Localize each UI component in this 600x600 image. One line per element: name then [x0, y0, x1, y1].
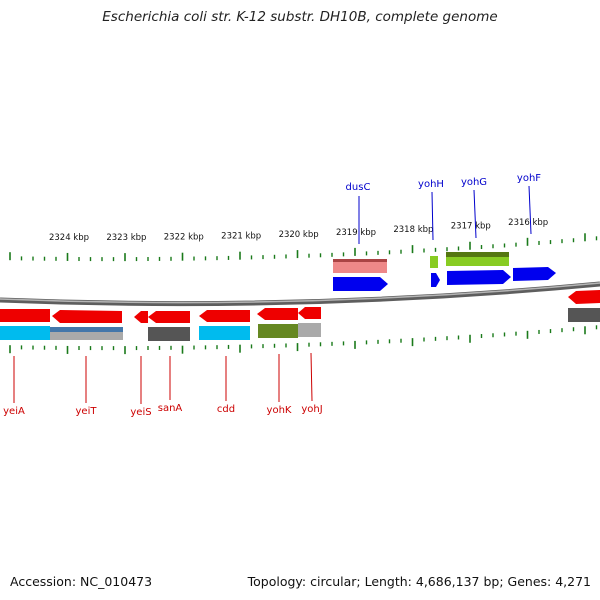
- scale-label: 2316 kbp: [508, 218, 548, 228]
- gene-label-yohF[interactable]: yohF: [517, 173, 541, 184]
- gene-label-yeiS[interactable]: yeiS: [130, 407, 151, 418]
- gene-label-yeiA[interactable]: yeiA: [3, 406, 25, 417]
- cog-bar[interactable]: [430, 256, 438, 268]
- gene-label-cdd[interactable]: cdd: [217, 404, 235, 415]
- gene-label-yohJ[interactable]: yohJ: [301, 404, 322, 415]
- gene-arrow-dusC[interactable]: [333, 277, 388, 291]
- gene-arrow-yeiA[interactable]: [0, 309, 50, 322]
- topology-text: Topology: circular; Length: 4,686,137 bp…: [247, 574, 591, 589]
- gene-arrow-yeiT[interactable]: [52, 310, 122, 323]
- gene-arrow-yohF[interactable]: [513, 267, 556, 281]
- reverse-strand-features: yeiA yeiT yeiS sanA cdd yohK yohJ: [0, 290, 600, 418]
- cog-bar[interactable]: [333, 259, 387, 273]
- scale-label: 2318 kbp: [393, 225, 433, 235]
- cog-bar[interactable]: [148, 327, 190, 341]
- cog-bar[interactable]: [199, 326, 250, 340]
- gene-arrow-right-edge[interactable]: [568, 290, 600, 304]
- scale-label: 2322 kbp: [164, 233, 204, 243]
- gene-arrow-yohH[interactable]: [431, 273, 440, 287]
- scale-label: 2323 kbp: [106, 233, 146, 243]
- scale-ticks-top: [9, 233, 598, 262]
- gene-label-dusC[interactable]: dusC: [346, 182, 371, 193]
- accession-text: Accession: NC_010473: [10, 574, 153, 589]
- cog-bar[interactable]: [298, 323, 321, 337]
- gene-arrow-yeiS[interactable]: [134, 311, 148, 323]
- genome-title: Escherichia coli str. K-12 substr. DH10B…: [102, 9, 498, 25]
- cog-bar[interactable]: [258, 324, 298, 338]
- cog-bar[interactable]: [0, 326, 50, 340]
- gene-arrow-yohJ[interactable]: [298, 307, 321, 319]
- scale-labels: 2324 kbp 2323 kbp 2322 kbp 2321 kbp 2320 kbp…: [49, 218, 548, 243]
- scale-label: 2324 kbp: [49, 233, 89, 243]
- scale-label: 2317 kbp: [451, 222, 491, 232]
- scale-label: 2319 kbp: [336, 228, 376, 238]
- gene-arrow-yohK[interactable]: [257, 308, 298, 320]
- gene-label-yohK[interactable]: yohK: [267, 405, 292, 416]
- gene-label-yohH[interactable]: yohH: [418, 179, 444, 190]
- gene-arrow-sanA[interactable]: [148, 311, 190, 323]
- scale-label: 2321 kbp: [221, 232, 261, 242]
- forward-strand-features: dusC yohH yohG yohF: [333, 173, 556, 291]
- gene-arrow-cdd[interactable]: [199, 310, 250, 322]
- gene-arrow-yohG[interactable]: [447, 270, 511, 285]
- gene-label-yohG[interactable]: yohG: [461, 177, 487, 188]
- gene-label-yeiT[interactable]: yeiT: [76, 406, 98, 417]
- gene-label-sanA[interactable]: sanA: [158, 403, 183, 414]
- scale-ticks-bottom: [9, 325, 598, 355]
- scale-label: 2320 kbp: [279, 230, 319, 240]
- genome-backbone: [0, 281, 600, 307]
- cog-bar[interactable]: [568, 308, 600, 322]
